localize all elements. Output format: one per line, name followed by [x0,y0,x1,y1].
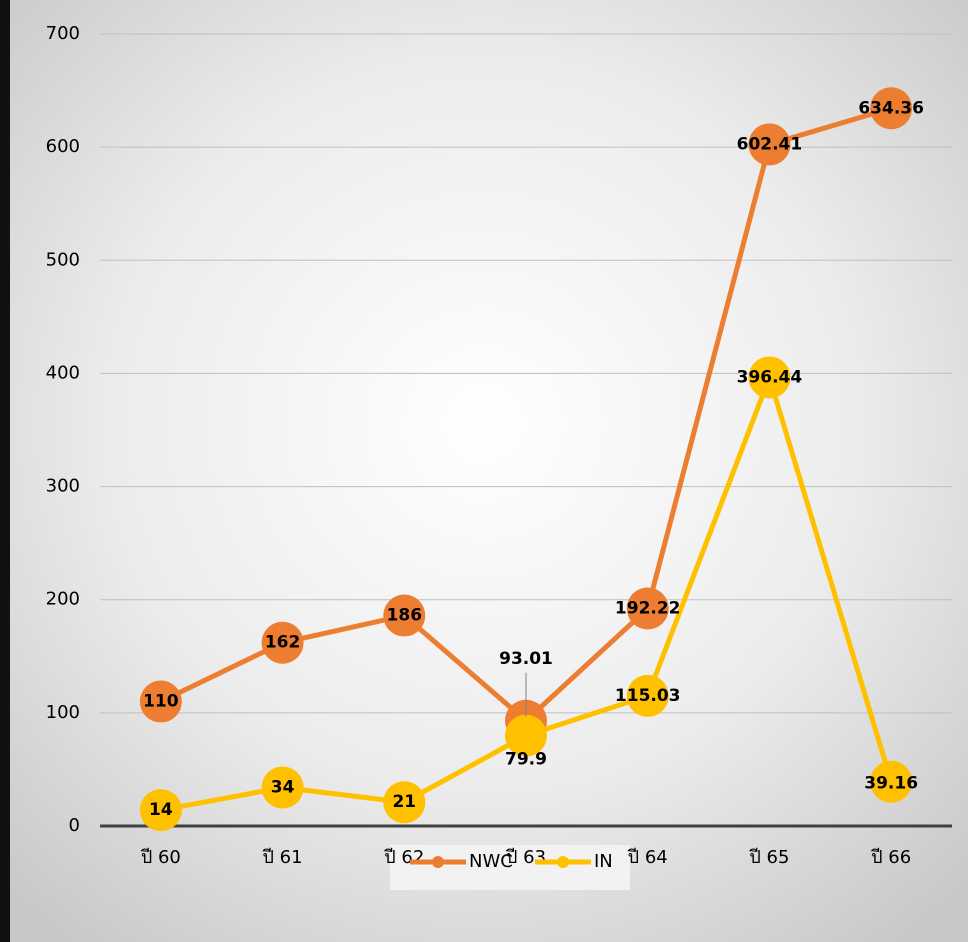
data-label: 634.36 [858,98,924,118]
data-label: 34 [271,778,295,798]
y-tick-label: 700 [46,23,80,44]
legend-marker [432,856,444,868]
x-tick-label: ปี 64 [627,847,667,868]
data-label: 39.16 [864,774,918,794]
y-tick-label: 200 [46,589,80,610]
data-label: 79.9 [505,750,547,770]
data-label: 14 [149,800,173,820]
x-tick-label: ปี 60 [140,847,180,868]
x-tick-label: ปี 62 [384,847,424,868]
marker [261,766,304,809]
data-label: 602.41 [737,134,803,154]
data-label: 93.01 [499,649,553,669]
marker [748,123,791,166]
y-tick-label: 500 [46,249,80,270]
data-label: 21 [392,792,416,812]
data-label: 162 [265,633,301,653]
data-label: 396.44 [737,367,803,387]
left-border [0,0,10,942]
x-tick-label: ปี 61 [262,847,302,868]
marker [870,87,913,130]
marker [870,760,913,803]
legend-box [390,845,630,890]
data-label: 186 [387,606,423,626]
data-label: 115.03 [615,686,681,706]
marker [383,781,426,824]
y-tick-label: 600 [46,136,80,157]
x-tick-label: ปี 66 [871,847,911,868]
x-tick-label: ปี 65 [749,847,789,868]
marker [139,789,182,832]
data-label: 192.22 [615,599,681,619]
y-tick-label: 100 [46,702,80,723]
legend-label: NWC [469,851,513,872]
legend-label: IN [594,851,613,872]
y-tick-label: 0 [69,815,80,836]
marker [383,594,426,637]
marker [626,674,669,717]
y-tick-label: 400 [46,362,80,383]
marker [139,680,182,723]
y-tick-label: 300 [46,476,80,497]
marker [748,356,791,399]
marker [626,587,669,630]
marker [261,621,304,664]
marker [505,714,547,757]
legend-marker [557,856,569,868]
data-label: 110 [143,692,179,712]
